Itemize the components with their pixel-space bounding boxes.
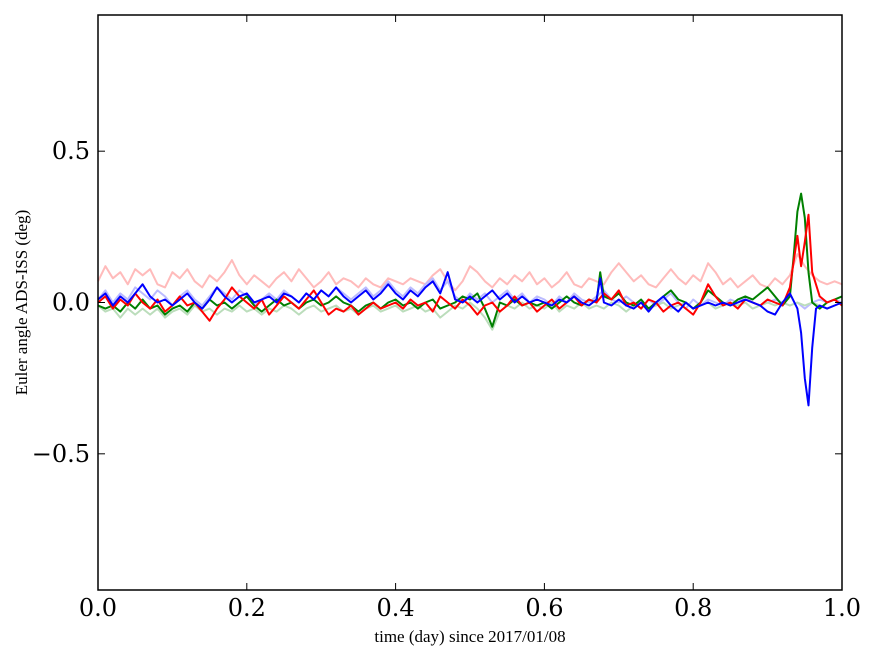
y-tick-label: 0.5 xyxy=(52,137,90,165)
y-tick-label: −0.5 xyxy=(32,440,90,468)
x-tick-label: 0.4 xyxy=(377,594,415,622)
x-tick-label: 1.0 xyxy=(823,594,861,622)
series-line-5 xyxy=(97,213,843,322)
x-tick-label: 0.8 xyxy=(674,594,712,622)
x-axis-label: time (day) since 2017/01/08 xyxy=(374,627,565,646)
plot-frame xyxy=(97,14,843,591)
series-line-4 xyxy=(97,192,843,328)
x-tick-label: 0.6 xyxy=(525,594,563,622)
series-line-6 xyxy=(97,271,843,407)
series-line-1 xyxy=(97,253,843,292)
axis-ticks: 0.0 0.2 0.4 0.6 0.8 1.0 −0.5 0.0 0.5 xyxy=(32,15,861,622)
y-axis-label: Euler angle ADS-ISS (deg) xyxy=(12,210,31,396)
series-line-2 xyxy=(97,277,843,310)
y-tick-label: 0.0 xyxy=(52,289,90,317)
x-tick-label: 0.0 xyxy=(79,594,117,622)
series-line-3 xyxy=(97,301,843,331)
x-tick-label: 0.2 xyxy=(228,594,266,622)
series-lines xyxy=(97,192,843,407)
